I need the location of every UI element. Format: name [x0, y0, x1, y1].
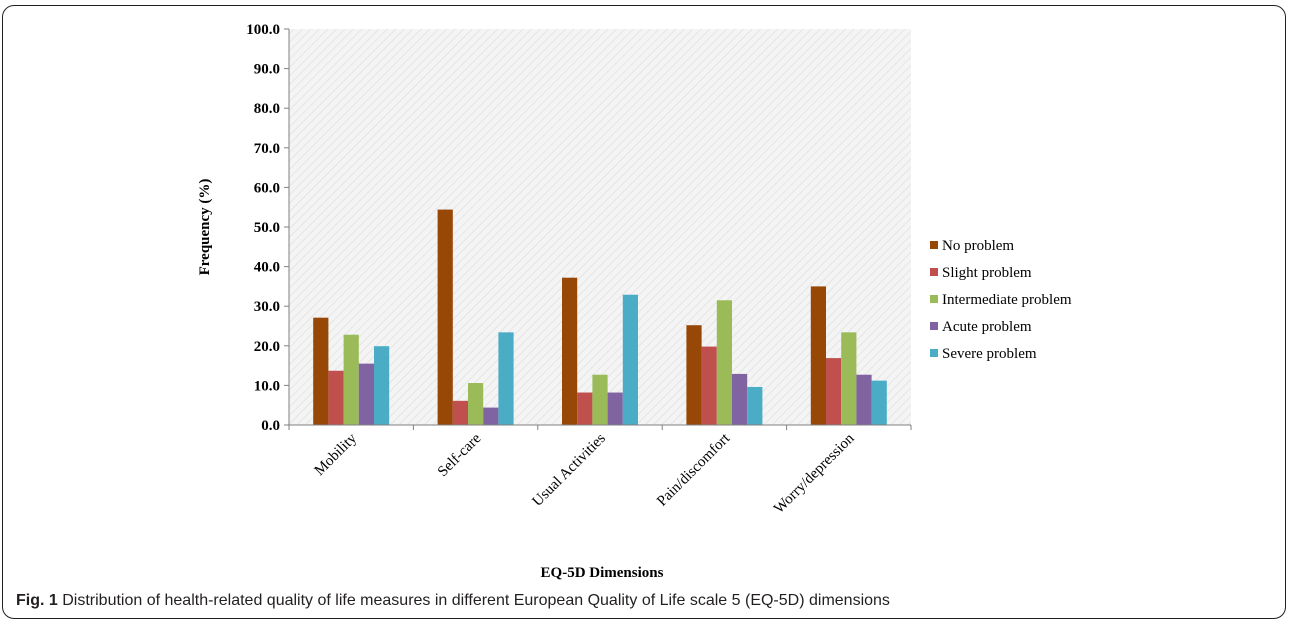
bar [607, 392, 623, 425]
caption-label: Fig. 1 [16, 592, 58, 609]
y-tick-label: 70.0 [254, 141, 280, 157]
y-tick-label: 60.0 [254, 180, 280, 196]
bar [343, 334, 359, 425]
legend-label: Slight problem [942, 265, 1032, 281]
bar [437, 209, 453, 425]
x-tick-label: Usual Activities [529, 430, 608, 509]
y-tick-label: 10.0 [254, 378, 280, 394]
y-tick-label: 50.0 [254, 220, 280, 236]
bar [577, 392, 593, 425]
x-tick-label: Mobility [312, 430, 361, 479]
bar [747, 386, 763, 425]
bar [592, 374, 608, 425]
x-tick-label: Self-care [435, 430, 485, 480]
bar [374, 346, 390, 425]
x-tick-label: Pain/discomfort [654, 430, 734, 510]
bar [313, 317, 329, 425]
y-tick-label: 30.0 [254, 299, 280, 315]
legend-swatch [930, 322, 938, 330]
x-tick-labels: Mobility Self-care Usual Activities Pain/di… [312, 430, 858, 517]
bar [468, 383, 484, 425]
y-tick-label: 20.0 [254, 339, 280, 355]
bar [358, 363, 374, 425]
y-tick-label: 100.0 [246, 22, 280, 38]
figure-caption: Fig. 1 Distribution of health-related qu… [16, 592, 1276, 610]
legend-swatch [930, 349, 938, 357]
plot-area [289, 29, 911, 425]
y-axis-label: Frequency (%) [197, 179, 213, 276]
bar [562, 277, 578, 425]
legend-swatch [930, 295, 938, 303]
bar [810, 286, 826, 425]
bar [732, 373, 748, 425]
x-axis-label: EQ-5D Dimensions [541, 565, 664, 581]
legend-label: Acute problem [942, 319, 1032, 335]
bar [452, 400, 468, 425]
figure-frame [2, 5, 1286, 619]
y-tick-label: 90.0 [254, 62, 280, 78]
x-tick-label: Worry/depression [771, 430, 858, 517]
bar [686, 325, 702, 425]
legend-swatch [930, 241, 938, 249]
y-tick-label: 40.0 [254, 260, 280, 276]
bar [622, 294, 638, 425]
legend-swatch [930, 268, 938, 276]
y-tick-labels: 0.0 10.0 20.0 30.0 40.0 50.0 60.0 70.0 80.0 90.0 1… [246, 22, 289, 434]
y-tick-label: 80.0 [254, 101, 280, 117]
bar [701, 346, 717, 425]
bars-layer [313, 209, 887, 425]
bar [716, 300, 732, 425]
bar [328, 370, 344, 425]
bar [498, 332, 514, 425]
bar [483, 407, 499, 425]
y-tick-label: 0.0 [261, 418, 280, 434]
legend-label: Intermediate problem [942, 292, 1072, 308]
bar [826, 358, 842, 425]
caption-text: Distribution of health-related quality o… [62, 592, 890, 609]
bar [841, 332, 857, 425]
bar [856, 374, 872, 425]
legend-label: No problem [942, 238, 1014, 254]
legend: No problem Slight problem Intermediate pro… [930, 238, 1072, 362]
legend-label: Severe problem [942, 346, 1037, 362]
bar [871, 380, 887, 425]
